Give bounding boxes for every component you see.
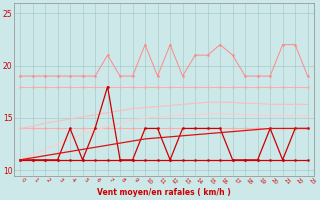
X-axis label: Vent moyen/en rafales ( km/h ): Vent moyen/en rafales ( km/h ) [97,188,231,197]
